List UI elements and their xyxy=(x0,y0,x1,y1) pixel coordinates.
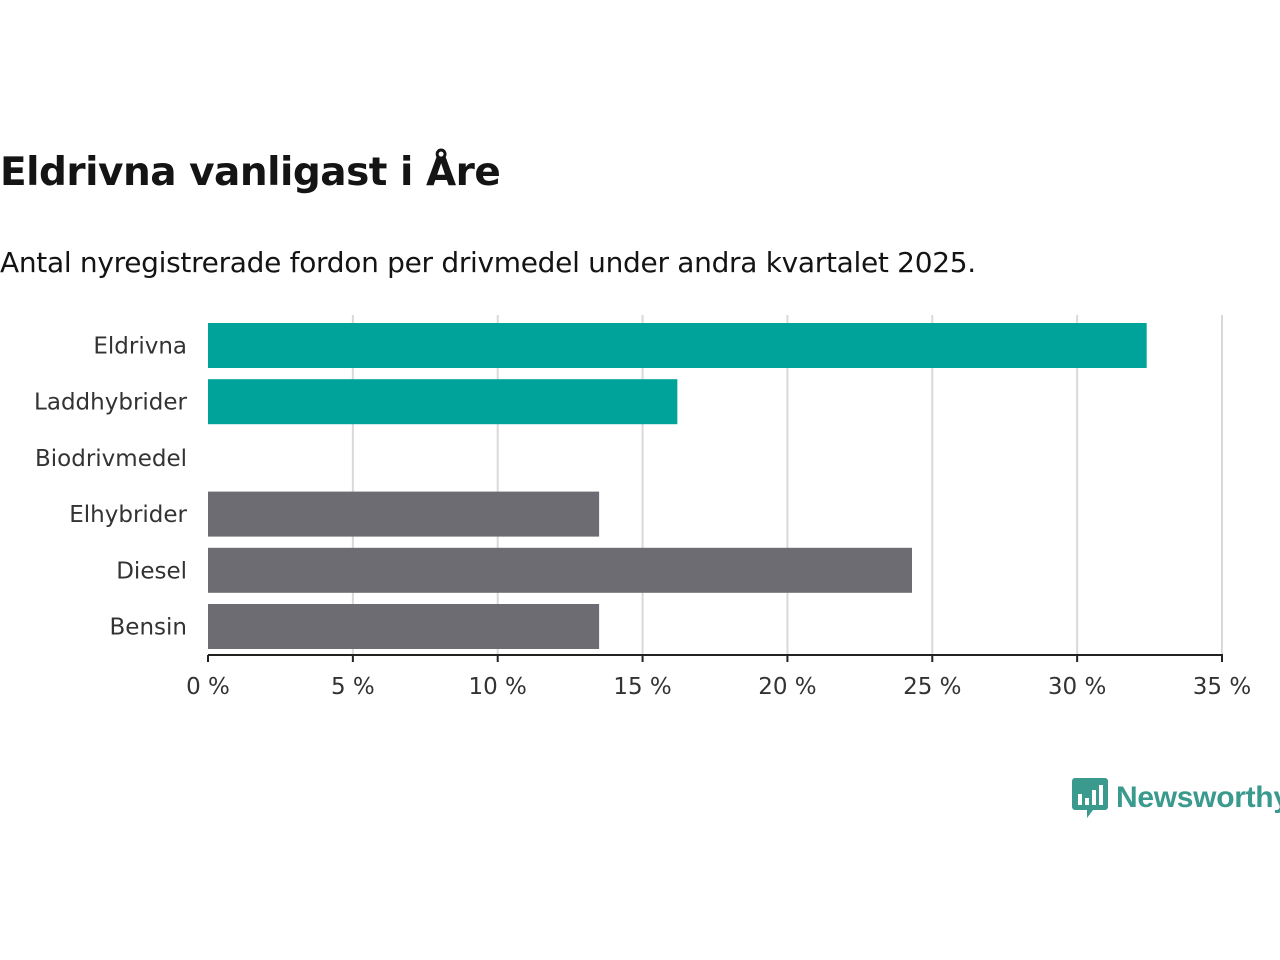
x-axis: 0 % 5 % 10 % 15 % 20 % 25 % 30 % 35 % xyxy=(186,654,1251,700)
newsworthy-brand: Newsworthy xyxy=(1072,776,1280,820)
x-tick-label: 30 % xyxy=(1048,674,1106,700)
bars xyxy=(208,323,1147,649)
x-tick-label: 25 % xyxy=(903,674,961,700)
category-label: Laddhybrider xyxy=(34,390,187,416)
bar-eldrivna xyxy=(208,323,1147,368)
gridlines xyxy=(351,315,1223,655)
bar-laddhybrider xyxy=(208,379,678,425)
chart-title: Eldrivna vanligast i Åre xyxy=(0,150,501,195)
newsworthy-logo-icon xyxy=(1072,778,1108,818)
bar-diesel xyxy=(208,547,913,593)
x-tick-label: 20 % xyxy=(758,674,816,700)
x-tick-label: 35 % xyxy=(1193,674,1251,700)
bar-elhybrider xyxy=(208,491,600,537)
bar-chart: Eldrivna Laddhybrider Biodrivmedel Elhybrid… xyxy=(34,315,1251,700)
x-tick-label: 5 % xyxy=(331,674,375,700)
category-label: Eldrivna xyxy=(93,334,187,360)
category-label: Diesel xyxy=(116,558,187,584)
category-label: Elhybrider xyxy=(69,502,187,528)
bar-bensin xyxy=(208,604,600,649)
x-tick-label: 10 % xyxy=(468,674,526,700)
x-tick-label: 0 % xyxy=(186,674,230,700)
x-tick-label: 15 % xyxy=(613,674,671,700)
chart-subtitle: Antal nyregistrerade fordon per drivmede… xyxy=(0,246,976,279)
category-labels: Eldrivna Laddhybrider Biodrivmedel Elhybrid… xyxy=(34,334,187,641)
category-label: Bensin xyxy=(110,615,187,641)
category-label: Biodrivmedel xyxy=(35,446,187,472)
brand-name: Newsworthy xyxy=(1116,781,1280,814)
